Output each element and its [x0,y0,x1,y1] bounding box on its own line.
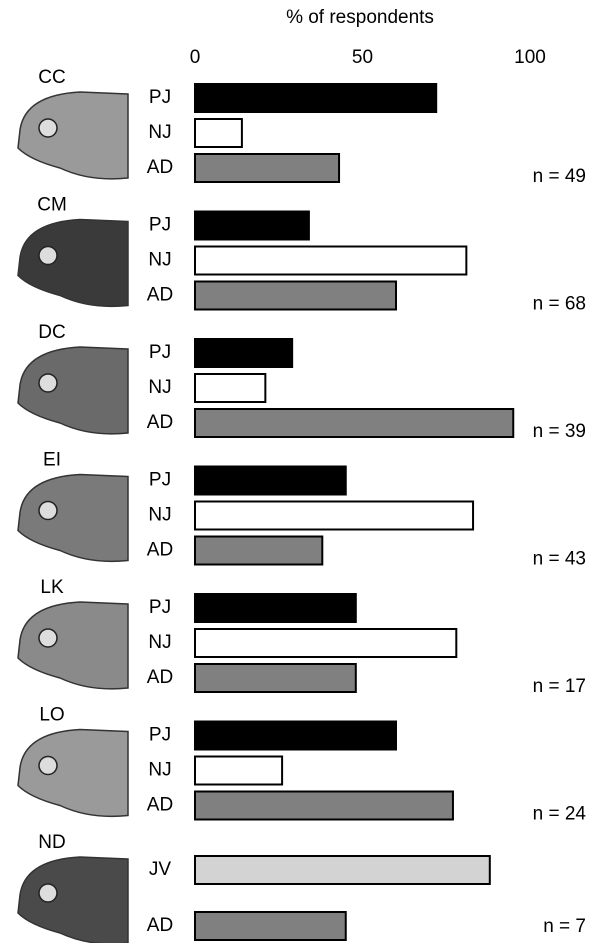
turtle-head [17,856,129,943]
bar [194,720,397,751]
sample-size: n = 43 [533,549,586,570]
panel-label: LO [39,705,64,726]
turtle-eye [38,245,58,266]
bar [194,118,243,148]
bar [194,911,347,941]
category-label: NJ [148,377,171,398]
turtle-head [17,728,129,818]
turtle-head [17,601,129,690]
panel-label: ND [38,832,65,853]
turtle-eye [38,500,58,521]
bar [194,628,458,658]
category-label: PJ [149,87,171,108]
turtle-eye [38,118,58,138]
category-label: AD [147,915,173,936]
category-label: PJ [149,215,171,236]
bar [194,210,310,241]
turtle-head [17,346,129,435]
bar [194,790,454,821]
sample-size: n = 7 [543,916,586,937]
bar [194,245,468,276]
x-tick-label: 50 [352,47,373,68]
category-label: AD [147,412,173,433]
turtle-head [17,473,129,563]
bar [194,373,267,403]
turtle-head [17,91,129,180]
panel-label: CC [38,67,65,88]
turtle-eye [38,883,58,903]
x-tick-label: 0 [190,47,201,68]
bar [194,83,438,113]
x-tick-label: 100 [514,47,546,68]
category-label: NJ [148,632,171,653]
category-label: NJ [148,250,171,271]
turtle-eye [38,373,58,393]
bar [194,465,347,496]
sample-size: n = 49 [533,166,586,187]
category-label: PJ [149,470,171,491]
panel-label: CM [37,195,67,216]
bar [194,408,515,438]
sample-size: n = 39 [533,421,586,442]
category-label: AD [147,285,173,306]
category-label: PJ [149,597,171,618]
sample-size: n = 24 [533,804,587,825]
bar [194,663,357,693]
category-label: PJ [149,342,171,363]
bar [194,535,324,566]
panel-label: EI [43,450,61,471]
category-label: AD [147,795,173,816]
category-label: AD [147,157,173,178]
sample-size: n = 17 [533,676,586,697]
bar [194,593,357,623]
category-label: AD [147,667,173,688]
category-label: PJ [149,725,171,746]
bar [194,153,341,183]
panel-label: DC [38,322,65,343]
category-label: NJ [148,122,171,143]
category-label: NJ [148,760,171,781]
category-label: NJ [148,505,171,526]
bar [194,755,284,786]
turtle-eye [38,755,58,776]
panel-label: LK [40,577,64,598]
axis-title: % of respondents [286,7,434,28]
bar [194,338,294,368]
category-label: JV [149,859,172,880]
bar [194,500,475,531]
turtle-head [17,218,129,308]
bar [194,855,491,885]
turtle-eye [38,628,58,648]
category-label: AD [147,540,173,561]
sample-size: n = 68 [533,294,586,315]
bar [194,280,397,311]
